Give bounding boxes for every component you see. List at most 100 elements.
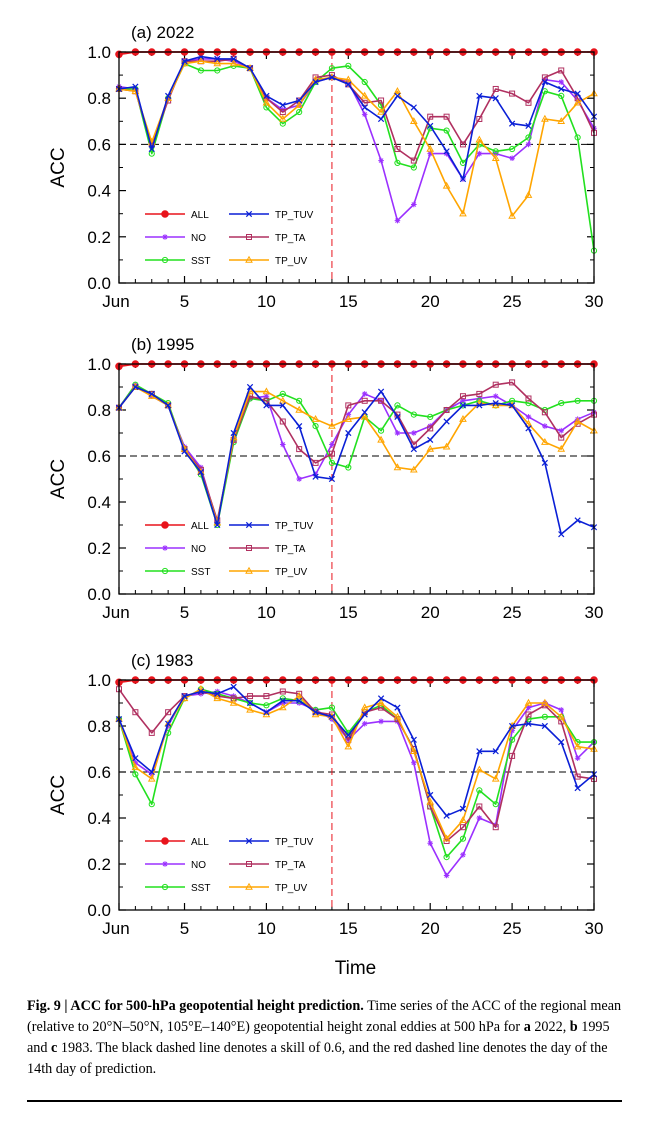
data-point (409, 747, 418, 754)
data-point (410, 736, 417, 743)
data-point (181, 448, 188, 455)
data-point (279, 700, 286, 706)
data-point (574, 517, 581, 524)
data-point (344, 414, 353, 422)
data-point (427, 791, 434, 799)
data-point (508, 722, 516, 730)
data-point (377, 388, 385, 395)
data-point (279, 390, 286, 397)
x-tick-label: 25 (503, 919, 522, 938)
legend-label: TP_TUV (275, 837, 314, 848)
data-point (328, 713, 336, 720)
x-tick-label: 25 (503, 292, 522, 311)
data-point (295, 405, 304, 413)
x-tick-label: 10 (257, 919, 276, 938)
x-tick-label: 15 (339, 603, 358, 622)
legend: ALL NO SST TP_TUV TP_TA TP_UV (145, 210, 314, 267)
y-tick-label: 0.6 (87, 447, 111, 466)
data-point (492, 381, 499, 388)
data-point (558, 79, 565, 85)
series-tp-tuv (115, 683, 598, 819)
data-point (558, 400, 565, 407)
legend-marker (245, 210, 253, 218)
y-tick-label: 0.0 (87, 585, 111, 604)
x-tick-label: 10 (257, 292, 276, 311)
series-line (118, 55, 595, 180)
data-point (378, 397, 385, 404)
x-tick-label: 25 (503, 603, 522, 622)
legend-label: TP_TUV (275, 210, 314, 221)
data-point (328, 475, 336, 483)
data-point (361, 111, 368, 118)
data-point (443, 872, 450, 879)
legend-item: TP_TA (229, 860, 306, 871)
data-point (279, 697, 286, 704)
data-point (214, 67, 221, 74)
data-point (230, 55, 237, 63)
data-point (165, 709, 172, 716)
y-axis-label: ACC (48, 147, 69, 187)
data-point (246, 699, 254, 707)
data-point (524, 419, 533, 427)
legend-label: NO (191, 233, 206, 244)
legend-item: NO (145, 233, 206, 244)
data-point (459, 141, 466, 148)
data-point (525, 122, 532, 130)
data-point (409, 465, 418, 473)
legend-marker (246, 861, 252, 867)
data-point (263, 693, 270, 700)
data-point (541, 114, 549, 122)
data-point (132, 760, 139, 766)
data-point (360, 91, 369, 99)
chart-panel-1: (a) 2022 0.0 0.2 0.4 0.6 0.8 1.0 Jun 5 10 15 20 25 30… (48, 23, 603, 311)
data-point (476, 92, 483, 100)
data-point (558, 531, 565, 538)
caption-panel-c: c (51, 1040, 58, 1056)
data-point (377, 695, 385, 702)
data-point (443, 113, 450, 120)
data-point (574, 397, 581, 404)
series-all (115, 360, 598, 371)
data-point (229, 433, 238, 441)
data-point (262, 387, 271, 395)
caption-text-2: 2022, (530, 1019, 570, 1035)
y-axis-label: ACC (48, 459, 69, 499)
legend-label: SST (191, 256, 210, 267)
data-point (492, 748, 499, 755)
data-point (214, 521, 221, 529)
legend-item: TP_TUV (229, 210, 314, 221)
data-point (345, 81, 352, 88)
x-tick-label: 30 (585, 292, 604, 311)
data-point (509, 145, 516, 153)
x-tick-label: 10 (257, 603, 276, 622)
caption-text-4: 1983. The black dashed line denotes a sk… (27, 1040, 608, 1077)
legend-item: NO (145, 860, 206, 871)
data-point (263, 393, 270, 399)
y-tick-label: 1.0 (87, 355, 111, 374)
data-point (394, 159, 401, 166)
data-point (345, 62, 352, 69)
legend-item: TP_UV (229, 566, 308, 578)
data-point (312, 473, 319, 480)
legend-marker (161, 567, 169, 575)
data-point (377, 427, 385, 434)
data-point (197, 468, 205, 476)
y-tick-label: 0.8 (87, 89, 111, 108)
y-tick-label: 1.0 (87, 43, 111, 62)
data-point (558, 707, 565, 713)
data-point (541, 78, 548, 86)
legend-item: SST (145, 567, 210, 578)
data-point (459, 805, 467, 812)
data-point (558, 85, 565, 93)
data-point (263, 702, 270, 709)
data-point (263, 397, 270, 404)
legend-marker (162, 861, 168, 867)
data-point (263, 402, 270, 409)
data-point (443, 407, 450, 413)
panel-title: (b) 1995 (131, 335, 194, 354)
data-point (296, 476, 302, 482)
y-tick-label: 0.4 (87, 182, 111, 201)
legend-label: SST (191, 883, 210, 894)
data-point (525, 704, 532, 711)
data-point (492, 148, 499, 155)
